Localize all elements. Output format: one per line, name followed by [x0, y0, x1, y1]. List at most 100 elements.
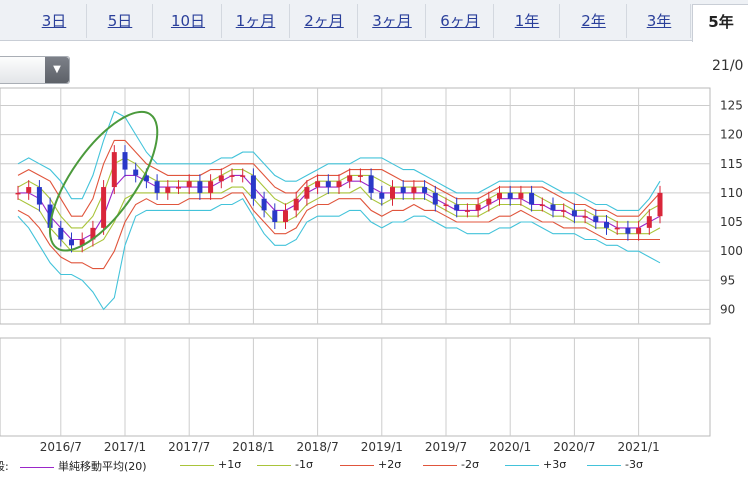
x-axis: 2016/7 2017/1 2017/7 2018/1 2018/7 2019/1 2019…	[40, 440, 660, 454]
x-tick-label: 2021/1	[617, 440, 659, 454]
highlight-annotation	[48, 110, 159, 252]
y-tick-label: 120	[720, 128, 743, 142]
main-panel-frame	[0, 87, 711, 325]
tab-6[interactable]: 6ヶ月	[427, 4, 494, 38]
candle-body	[422, 187, 428, 193]
candle-body	[272, 210, 278, 223]
candle-body	[593, 216, 599, 223]
candle-body	[36, 187, 42, 205]
legend-swatch	[340, 464, 374, 466]
candle-body	[571, 210, 577, 217]
lower-panel-frame	[0, 337, 711, 437]
legend-label: -3σ	[625, 458, 643, 471]
candle-body	[250, 175, 256, 199]
candle-body	[304, 187, 310, 199]
period-tab-bar: 3日 5日 10日 1ヶ月 2ヶ月 3ヶ月 6ヶ月 1年 2年 3年 5年	[0, 0, 748, 42]
legend-item: -1σ	[257, 458, 313, 471]
legend-prefix: 段:	[0, 460, 9, 473]
indicator-select[interactable]: ▼	[0, 56, 70, 84]
candle-body	[240, 175, 246, 177]
legend-label: +3σ	[543, 458, 567, 471]
candle-body	[518, 192, 524, 199]
y-tick-label: 110	[720, 186, 743, 200]
tab-2[interactable]: 10日	[155, 4, 222, 38]
candle-body	[315, 181, 321, 188]
tab-0[interactable]: 3日	[22, 4, 87, 38]
y-tick-label: 100	[720, 244, 743, 258]
candle-body	[550, 204, 556, 211]
candle-body	[507, 192, 513, 199]
candle-body	[133, 169, 139, 176]
y-tick-label: 115	[720, 157, 743, 171]
candle-body	[497, 192, 502, 199]
y-tick-label: 90	[720, 302, 735, 316]
candle-body	[15, 192, 21, 195]
candle-body	[529, 192, 535, 205]
legend-item: -2σ	[423, 458, 479, 471]
candle-body	[614, 227, 620, 230]
legend-label: +2σ	[378, 458, 402, 471]
legend-swatch	[423, 464, 457, 466]
candle-body	[176, 187, 181, 189]
x-tick-label: 2018/7	[296, 440, 338, 454]
legend: 段: 単純移動平均(20) +1σ -1σ +2σ -2σ +3σ -3σ	[0, 456, 748, 476]
candle-body	[165, 187, 171, 193]
candle-body	[293, 198, 299, 211]
legend-label: -1σ	[295, 458, 313, 471]
legend-item: +1σ	[180, 458, 241, 471]
candle-body	[561, 210, 567, 212]
x-tick-label: 2017/7	[168, 440, 210, 454]
candle-body	[368, 175, 374, 193]
candle-body	[58, 227, 64, 240]
candle-body	[208, 181, 214, 193]
legend-label: +1σ	[218, 458, 242, 471]
candle-body	[336, 181, 342, 188]
tab-1[interactable]: 5日	[88, 4, 153, 38]
candle-body	[261, 198, 267, 211]
candle-body	[101, 187, 107, 228]
tab-7[interactable]: 1年	[495, 4, 560, 38]
candle-body	[197, 181, 203, 193]
tab-8[interactable]: 2年	[561, 4, 627, 38]
price-candles	[15, 145, 663, 253]
candle-body	[636, 227, 642, 234]
candle-body	[411, 187, 417, 193]
y-axis: 90 95 100 105 110 115 120 125	[720, 98, 743, 316]
candle-body	[625, 227, 631, 234]
legend-item: +3σ	[505, 458, 566, 471]
legend-swatch	[180, 464, 214, 466]
candle-body	[646, 216, 652, 228]
legend-swatch	[257, 464, 291, 466]
candle-body	[347, 175, 353, 182]
legend-item: -3σ	[587, 458, 643, 471]
candle-body	[143, 175, 149, 182]
annotation-ellipse	[48, 110, 159, 252]
tab-9[interactable]: 3年	[628, 4, 691, 38]
legend-label: -2σ	[461, 458, 479, 471]
candle-body	[111, 152, 117, 188]
tab-5[interactable]: 3ヶ月	[359, 4, 426, 38]
candle-body	[443, 204, 449, 207]
x-tick-label: 2019/1	[361, 440, 403, 454]
tab-10[interactable]: 5年	[692, 4, 748, 42]
candle-body	[229, 175, 235, 177]
legend-label: 単純移動平均(20)	[58, 460, 147, 473]
x-tick-label: 2020/7	[553, 440, 595, 454]
y-tick-label: 125	[720, 98, 743, 112]
tab-3[interactable]: 1ヶ月	[222, 4, 290, 38]
candle-body	[79, 239, 85, 246]
candle-body	[390, 187, 395, 199]
series-line-6	[17, 197, 661, 311]
candle-body	[154, 181, 160, 193]
tab-4[interactable]: 2ヶ月	[291, 4, 358, 38]
chevron-down-icon[interactable]: ▼	[45, 57, 69, 83]
candle-body	[582, 216, 588, 218]
legend-swatch	[587, 464, 621, 466]
candle-body	[454, 204, 460, 211]
date-label: 21/0	[712, 58, 744, 74]
candle-body	[357, 175, 363, 177]
legend-swatch	[505, 464, 539, 466]
candle-body	[657, 192, 663, 217]
x-tick-label: 2018/1	[232, 440, 274, 454]
y-tick-label: 105	[720, 215, 743, 229]
